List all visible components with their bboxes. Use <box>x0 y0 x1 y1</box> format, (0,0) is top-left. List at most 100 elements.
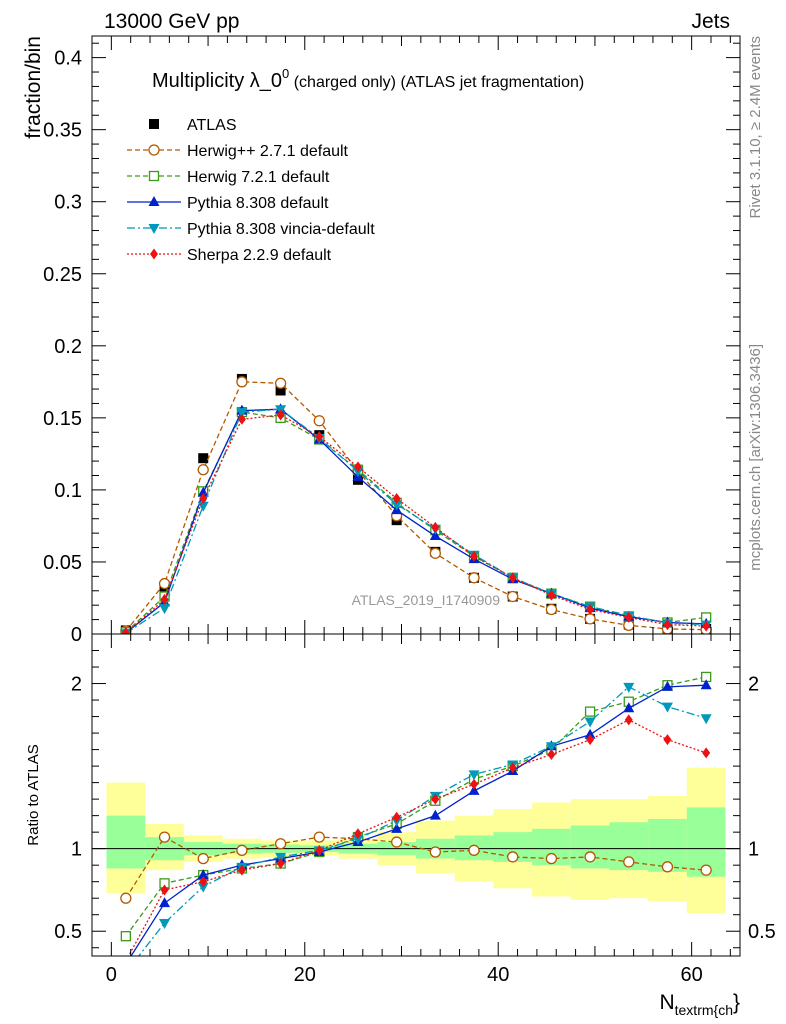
main-data-point <box>158 577 171 590</box>
ratio-data-point <box>236 844 248 856</box>
ratio-series-line <box>127 719 707 956</box>
ratio-series-line <box>125 676 707 937</box>
ratio-data-point <box>199 876 208 888</box>
ratio-data-point <box>197 869 209 880</box>
ratio-data-point <box>661 861 674 873</box>
main-data-point <box>586 604 595 616</box>
ratio-data-point <box>468 770 480 781</box>
legend-label: Herwig++ 2.7.1 default <box>187 143 349 160</box>
analysis-watermark: ATLAS_2019_I1740909 <box>352 592 501 608</box>
ratio-data-point <box>125 955 127 956</box>
main-data-point <box>276 409 285 421</box>
legend: ATLAS Herwig++ 2.7.1 default Herwig 7.2.1 … <box>127 117 375 264</box>
legend-item: Herwig++ 2.7.1 default <box>127 143 349 160</box>
ratio-data-point <box>545 742 557 753</box>
x-axis-label-brace: } <box>733 991 740 1014</box>
main-y-tick-label: 0.2 <box>54 336 82 358</box>
main-data-point <box>429 547 441 559</box>
x-tick-label: 20 <box>294 964 316 986</box>
ratio-y-tick-label: 2 <box>71 674 82 696</box>
rivet-version-label: Rivet 3.1.10, ≥ 2.4M events <box>747 36 764 219</box>
legend-item: Pythia 8.308 default <box>127 195 329 212</box>
ratio-series-line <box>137 686 707 956</box>
main-y-tick-label: 0 <box>71 624 82 646</box>
ratio-data-point <box>661 702 673 713</box>
main-y-tick-label: 0.3 <box>54 192 82 214</box>
x-axis-label-text: N <box>659 991 674 1014</box>
main-data-point <box>507 590 519 603</box>
main-data-point <box>236 408 248 419</box>
main-data-point <box>547 589 556 601</box>
main-title-rest: (charged only) (ATLAS jet fragmentation) <box>289 74 584 91</box>
x-tick-label: 0 <box>106 964 117 986</box>
main-y-tick-label: 0.35 <box>43 120 82 142</box>
ratio-y-axis-label: Ratio to ATLAS <box>25 744 42 845</box>
main-y-tick-label: 0.15 <box>43 408 82 430</box>
main-data-point <box>237 413 246 425</box>
ratio-data-point <box>584 717 596 728</box>
main-panel: 0 0.05 0.1 0.15 0.2 0.25 0.3 0.35 0.4 fraction/b… <box>22 35 741 646</box>
ratio-data-point <box>700 679 712 690</box>
ratio-data-point <box>700 714 712 725</box>
main-data-point <box>121 627 130 634</box>
ratio-data-point <box>197 852 209 865</box>
main-data-point <box>159 604 171 615</box>
ratio-frame <box>91 633 741 957</box>
ratio-y-tick-label: 0.5 <box>54 921 82 943</box>
main-data-point <box>508 572 517 584</box>
ratio-data-point <box>429 809 441 820</box>
x-axis-label: Ntextrm{ch} <box>659 991 740 1018</box>
main-data-point <box>470 550 479 562</box>
ratio-data-point <box>623 702 635 713</box>
legend-label: Herwig 7.2.1 default <box>187 169 330 186</box>
ratio-data-point <box>431 793 440 805</box>
main-data-point <box>313 415 325 427</box>
ratio-data-point <box>547 749 556 761</box>
main-series-line <box>125 408 707 634</box>
ratio-y-tick-label-right: 2 <box>748 674 759 696</box>
ratio-data-point <box>391 836 403 848</box>
legend-marker <box>148 170 160 182</box>
main-data-point <box>160 593 169 605</box>
uncertainty-band-inner <box>106 815 146 869</box>
ratio-data-point <box>159 897 171 908</box>
main-y-axis-label: fraction/bin <box>22 36 45 139</box>
ratio-data-point <box>120 892 132 904</box>
main-data-point <box>197 464 209 476</box>
ratio-data-point <box>702 747 711 759</box>
ratio-data-point <box>700 864 712 876</box>
main-data-point <box>236 376 248 388</box>
ratio-data-point <box>197 882 209 893</box>
legend-item: ATLAS <box>149 117 237 134</box>
main-data-point <box>274 377 287 389</box>
ratio-data-point <box>120 958 131 968</box>
main-data-point <box>315 431 324 443</box>
main-data-point <box>584 613 596 625</box>
ratio-data-point <box>392 811 401 823</box>
legend-marker <box>148 196 160 206</box>
main-data-point <box>468 572 480 584</box>
legend-label: ATLAS <box>187 117 237 134</box>
legend-marker <box>148 224 160 234</box>
main-title-text: Multiplicity λ_0 <box>152 70 282 92</box>
ratio-y-tick-label-right: 1 <box>748 839 759 861</box>
main-series-line <box>125 408 707 634</box>
ratio-data-point <box>276 858 285 870</box>
ratio-data-point <box>508 762 517 774</box>
main-data-point <box>198 453 209 464</box>
ratio-data-point <box>623 856 635 868</box>
ratio-series-line <box>130 684 707 956</box>
ratio-series-line <box>125 836 707 899</box>
ratio-series-2 <box>120 679 712 968</box>
legend-item: Pythia 8.308 vincia-default <box>127 221 375 238</box>
main-plot-area <box>120 373 712 634</box>
main-y-tick-label: 0.05 <box>43 552 82 574</box>
ratio-data-point <box>586 734 595 746</box>
main-title: Multiplicity λ_00 (charged only) (ATLAS … <box>152 66 584 92</box>
ratio-x-ticks: 0 20 40 60 <box>106 634 731 986</box>
ratio-data-point <box>584 706 596 717</box>
main-data-point <box>199 493 208 505</box>
legend-marker <box>150 248 158 260</box>
main-data-point <box>624 611 633 623</box>
main-x-ticks <box>110 36 731 634</box>
